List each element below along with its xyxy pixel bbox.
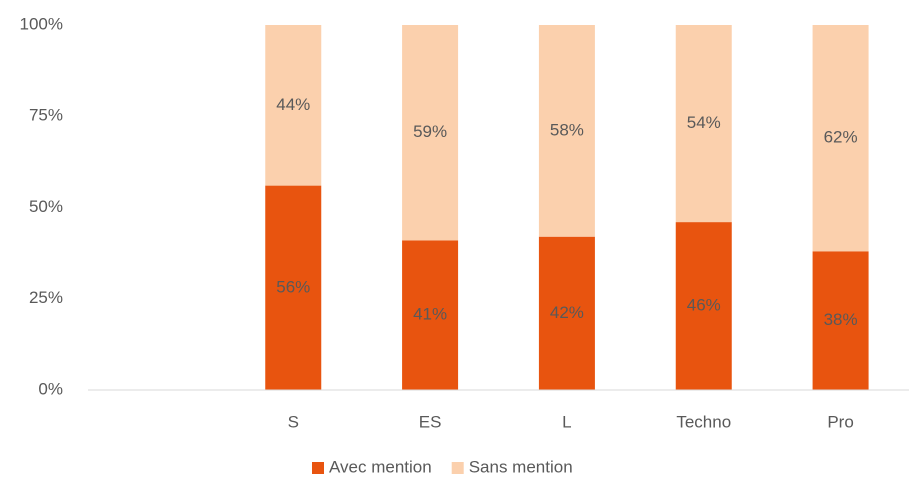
y-tick-label: 0% (38, 379, 63, 398)
y-tick-label: 100% (20, 14, 63, 33)
data-label: 42% (550, 303, 584, 322)
x-tick-label: Pro (827, 412, 853, 431)
data-label: 44% (276, 95, 310, 114)
bar-segment (265, 185, 322, 390)
bar-segment (812, 25, 869, 252)
x-tick-label: Techno (676, 412, 731, 431)
bar-segment (402, 240, 459, 390)
legend-swatch (312, 462, 324, 474)
bar-segment (812, 251, 869, 390)
y-tick-label: 50% (29, 197, 63, 216)
bar-segment (675, 222, 732, 390)
bar-segment (265, 25, 322, 186)
bar-segment (538, 25, 595, 237)
legend-label: Sans mention (469, 457, 573, 476)
data-label: 38% (824, 310, 858, 329)
data-label: 62% (824, 128, 858, 147)
legend-label: Avec mention (329, 457, 432, 476)
bar-segment (538, 236, 595, 390)
x-tick-label: L (562, 412, 571, 431)
x-tick-label: ES (419, 412, 442, 431)
data-label: 58% (550, 120, 584, 139)
x-tick-label: S (288, 412, 299, 431)
data-label: 46% (687, 296, 721, 315)
data-label: 54% (687, 113, 721, 132)
bar-segment (675, 25, 732, 223)
bar-segment (402, 25, 459, 241)
data-label: 59% (413, 122, 447, 141)
data-label: 41% (413, 305, 447, 324)
legend-swatch (451, 462, 464, 474)
y-tick-label: 25% (29, 288, 63, 307)
y-tick-label: 75% (29, 106, 63, 125)
data-label: 56% (276, 277, 310, 296)
